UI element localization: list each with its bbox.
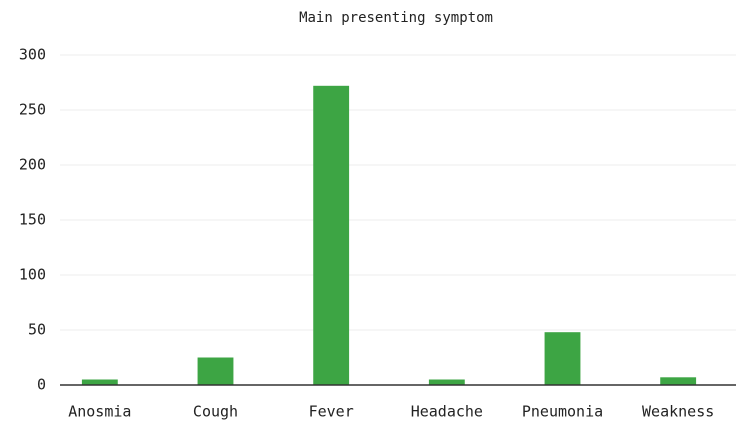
- bar: [660, 377, 697, 385]
- y-tick-label: 200: [19, 156, 46, 174]
- x-tick-label: Pneumonia: [522, 403, 603, 421]
- x-tick-label: Cough: [193, 403, 238, 421]
- bar: [313, 85, 350, 386]
- x-tick-label: Fever: [309, 403, 354, 421]
- chart-title: Main presenting symptom: [299, 10, 493, 26]
- y-tick-label: 250: [19, 101, 46, 119]
- bar: [81, 379, 118, 385]
- x-tick-label: Weakness: [642, 403, 714, 421]
- x-tick-label: Anosmia: [68, 403, 131, 421]
- y-tick-label: 100: [19, 266, 46, 284]
- bar: [197, 357, 234, 385]
- bar: [544, 332, 581, 385]
- y-tick-label: 150: [19, 211, 46, 229]
- y-tick-label: 0: [37, 376, 46, 394]
- x-tick-label: Headache: [411, 403, 483, 421]
- bar: [428, 379, 465, 385]
- y-tick-label: 50: [28, 321, 46, 339]
- y-tick-label: 300: [19, 46, 46, 64]
